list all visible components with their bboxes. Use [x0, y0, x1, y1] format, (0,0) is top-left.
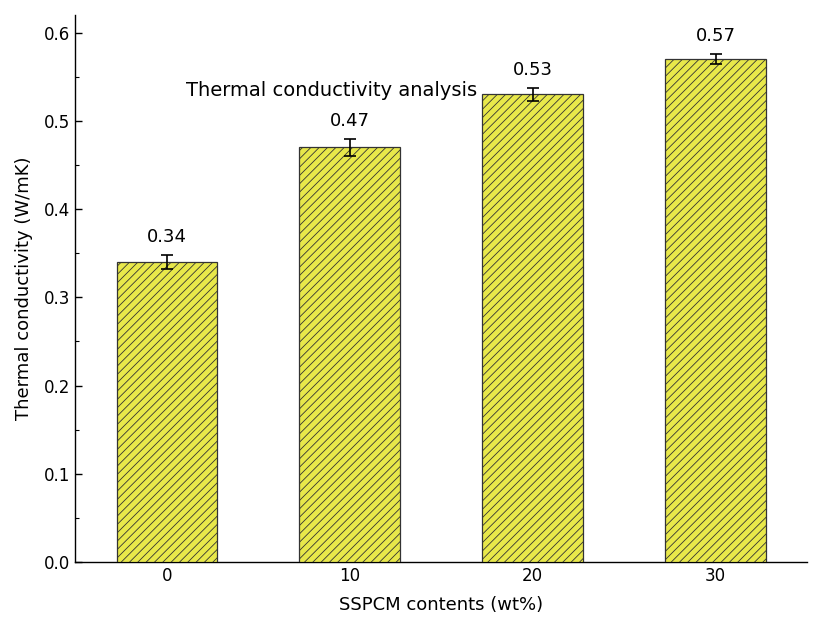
Bar [299, 147, 400, 562]
Y-axis label: Thermal conductivity (W/mK): Thermal conductivity (W/mK) [15, 157, 33, 420]
Text: 0.57: 0.57 [695, 27, 736, 45]
Bar [483, 94, 583, 562]
Text: Thermal conductivity analysis: Thermal conductivity analysis [186, 81, 477, 99]
Text: 0.47: 0.47 [330, 112, 370, 130]
Bar [665, 59, 766, 562]
X-axis label: SSPCM contents (wt%): SSPCM contents (wt%) [339, 596, 543, 614]
Text: 0.34: 0.34 [147, 228, 187, 246]
Bar [117, 262, 217, 562]
Text: 0.53: 0.53 [513, 62, 552, 79]
